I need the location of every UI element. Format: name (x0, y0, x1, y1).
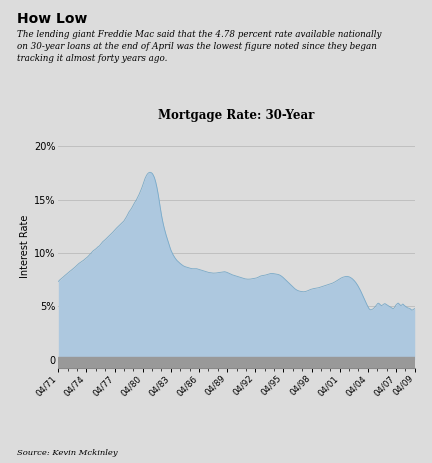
Title: Mortgage Rate: 30-Year: Mortgage Rate: 30-Year (159, 109, 314, 122)
Text: How Low: How Low (17, 12, 88, 25)
Text: The lending giant Freddie Mac said that the 4.78 percent rate available national: The lending giant Freddie Mac said that … (17, 30, 382, 63)
Y-axis label: Interest Rate: Interest Rate (20, 215, 30, 278)
Bar (58, 357, 415, 368)
Text: Source: Kevin Mckinley: Source: Kevin Mckinley (17, 450, 118, 457)
